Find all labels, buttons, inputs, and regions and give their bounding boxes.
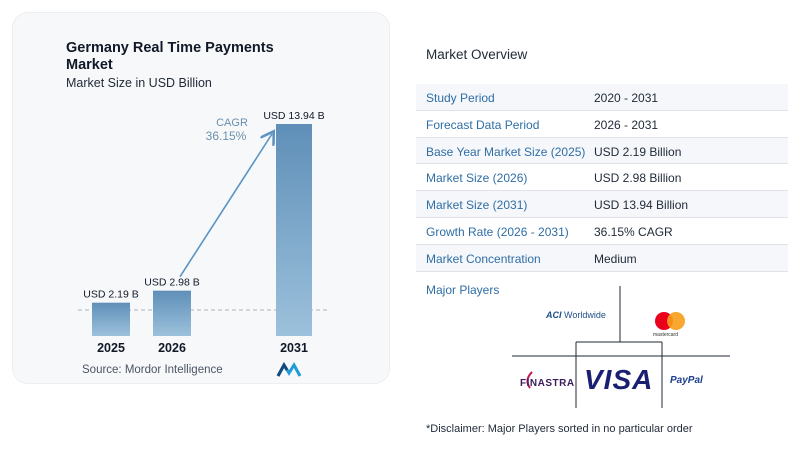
bar-2031 bbox=[276, 124, 312, 336]
table-row: Market Size (2026) USD 2.98 Billion bbox=[416, 164, 788, 192]
bar-2026 bbox=[153, 290, 191, 336]
x-tick-label-2031: 2031 bbox=[280, 341, 308, 355]
row-value: USD 13.94 Billion bbox=[594, 198, 689, 213]
finastra-swoosh bbox=[526, 371, 533, 389]
table-row: Base Year Market Size (2025) USD 2.19 Bil… bbox=[416, 137, 788, 165]
aci-logo-brand: ACI bbox=[546, 310, 562, 320]
chart-title: Germany Real Time Payments Market bbox=[66, 40, 274, 73]
cagr-label: CAGR bbox=[216, 117, 248, 129]
chart-card bbox=[12, 12, 390, 384]
players-grid bbox=[512, 286, 730, 408]
overview-title: Market Overview bbox=[426, 47, 528, 62]
bar-2025 bbox=[92, 302, 130, 336]
x-tick-label-2026: 2026 bbox=[158, 341, 186, 355]
data-label-2026: USD 2.98 B bbox=[144, 277, 199, 289]
data-label-2025: USD 2.19 B bbox=[83, 289, 138, 301]
mordor-intelligence-logo bbox=[276, 362, 302, 377]
mastercard-orange-circle bbox=[667, 312, 685, 330]
aci-logo-suffix: Worldwide bbox=[564, 310, 606, 320]
row-label: Study Period bbox=[426, 91, 495, 105]
disclaimer-note: *Disclaimer: Major Players sorted in no … bbox=[426, 423, 693, 435]
row-value: Medium bbox=[594, 251, 637, 266]
row-value: 36.15% CAGR bbox=[594, 224, 673, 239]
table-row: Forecast Data Period 2026 - 2031 bbox=[416, 111, 788, 138]
paypal-logo: PayPal bbox=[670, 375, 703, 386]
row-label: Market Size (2026) bbox=[426, 171, 528, 186]
row-label: Market Size (2031) bbox=[426, 198, 528, 213]
table-row: Study Period 2020 - 2031 bbox=[416, 84, 788, 111]
aci-worldwide-logo: ACI Worldwide bbox=[546, 310, 606, 320]
cagr-value: 36.15% bbox=[206, 129, 247, 143]
finastra-logo: FINASTRA bbox=[520, 378, 575, 389]
row-label: Base Year Market Size (2025) bbox=[426, 144, 586, 159]
major-players-title: Major Players bbox=[426, 283, 500, 297]
bar-chart: USD 2.19 B 2025 USD 2.98 B 2026 USD 13.94 B 2… bbox=[78, 110, 330, 355]
mastercard-logo-text: mastercard bbox=[653, 332, 679, 338]
row-value: 2020 - 2031 bbox=[594, 91, 659, 105]
x-tick-label-2025: 2025 bbox=[97, 341, 125, 355]
row-label: Market Concentration bbox=[426, 251, 541, 266]
overview-table: Study Period 2020 - 2031 Forecast Data Pe… bbox=[416, 84, 788, 272]
table-row: Market Concentration Medium bbox=[416, 244, 788, 272]
data-label-2031: USD 13.94 B bbox=[263, 110, 324, 122]
row-value: 2026 - 2031 bbox=[594, 117, 659, 132]
source-note: Source: Mordor Intelligence bbox=[82, 364, 223, 376]
row-label: Growth Rate (2026 - 2031) bbox=[426, 224, 569, 239]
market-overview-panel: Market Overview Study Period 2020 - 2031 … bbox=[416, 0, 800, 459]
table-row: Growth Rate (2026 - 2031) 36.15% CAGR bbox=[416, 218, 788, 245]
table-row: Market Size (2031) USD 13.94 Billion bbox=[416, 191, 788, 218]
chart-subtitle: Market Size in USD Billion bbox=[66, 76, 212, 90]
visa-logo: VISA bbox=[584, 364, 654, 395]
row-label: Forecast Data Period bbox=[426, 117, 540, 132]
row-value: USD 2.19 Billion bbox=[594, 144, 682, 159]
row-value: USD 2.98 Billion bbox=[594, 171, 682, 186]
cagr-arrow bbox=[179, 134, 272, 278]
